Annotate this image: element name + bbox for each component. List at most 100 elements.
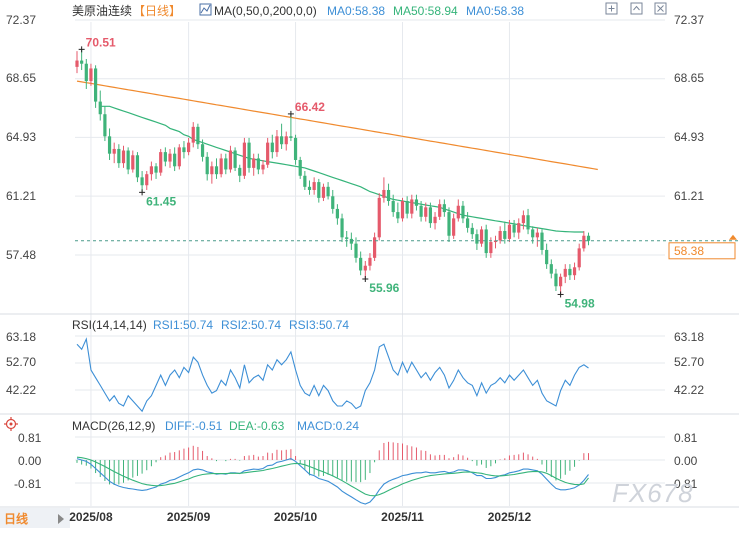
candle-body bbox=[298, 159, 302, 176]
candle bbox=[586, 232, 591, 246]
candle bbox=[396, 202, 400, 224]
ma200-line bbox=[76, 80, 598, 171]
candle bbox=[289, 113, 293, 142]
x-axis-label: 2025/09 bbox=[167, 510, 211, 524]
candle bbox=[112, 142, 116, 164]
candle bbox=[521, 210, 525, 230]
candle-body bbox=[214, 166, 219, 175]
candle bbox=[559, 273, 563, 295]
candle bbox=[535, 227, 539, 247]
dea-path bbox=[76, 456, 589, 497]
candle-body bbox=[182, 147, 186, 153]
candle bbox=[568, 264, 572, 280]
candle-body bbox=[559, 276, 563, 287]
ma0-value: MA0:58.38 bbox=[327, 4, 385, 18]
candle-body bbox=[531, 229, 535, 238]
rsi-tick-right: 42.22 bbox=[674, 383, 704, 397]
candle-body bbox=[317, 182, 321, 198]
candle bbox=[247, 137, 251, 173]
price-annotations: 70.51 61.45 66.42 55.96 54.98 bbox=[78, 35, 595, 310]
candle bbox=[228, 145, 233, 173]
candle bbox=[126, 147, 130, 175]
candle-body bbox=[135, 155, 140, 178]
candle-body bbox=[145, 174, 149, 186]
indicator-settings-icon[interactable] bbox=[199, 3, 212, 16]
candle bbox=[386, 183, 391, 206]
candle bbox=[512, 219, 516, 238]
square-plus-icon[interactable] bbox=[605, 2, 618, 15]
x-axis-label: 2025/08 bbox=[69, 510, 113, 524]
candle-body bbox=[340, 218, 344, 238]
candle bbox=[507, 219, 512, 243]
instrument-title: 美原油连续 bbox=[72, 3, 132, 18]
candle bbox=[335, 204, 339, 225]
candle bbox=[98, 90, 102, 121]
period-dropdown-icon[interactable] bbox=[58, 514, 64, 524]
candle-body bbox=[154, 166, 158, 173]
candle-body bbox=[354, 243, 358, 258]
macd-tick-left: -0.81 bbox=[14, 477, 42, 491]
macd-tick-right: 0.81 bbox=[674, 431, 698, 445]
candle-body bbox=[103, 114, 107, 137]
candle bbox=[317, 178, 321, 203]
candle bbox=[196, 123, 200, 149]
price-tick-left: 61.21 bbox=[6, 189, 36, 203]
candle bbox=[154, 163, 158, 179]
price-axis: 72.37 68.65 64.93 61.21 57.48 72.37 68.6… bbox=[6, 13, 704, 262]
candle bbox=[163, 147, 167, 167]
close-icon[interactable] bbox=[654, 2, 667, 15]
macd-value: MACD:0.24 bbox=[297, 419, 359, 433]
candle bbox=[359, 251, 363, 276]
ma50-path bbox=[100, 105, 584, 233]
price-tick-left: 72.37 bbox=[6, 13, 36, 27]
candle-body bbox=[489, 242, 493, 254]
candle-body bbox=[512, 224, 516, 233]
ma0b-value: MA0:58.38 bbox=[466, 4, 524, 18]
candle bbox=[121, 145, 126, 168]
candle-body bbox=[335, 208, 339, 219]
candle bbox=[275, 130, 279, 157]
candle bbox=[103, 106, 107, 142]
candle bbox=[89, 63, 93, 86]
rsi-tick-left: 52.70 bbox=[6, 355, 36, 369]
candle bbox=[284, 131, 288, 151]
candle bbox=[345, 231, 349, 247]
candle-body bbox=[373, 237, 377, 258]
candle-body bbox=[94, 68, 98, 102]
candle-body bbox=[359, 257, 363, 271]
candle-body bbox=[266, 142, 270, 165]
candle-body bbox=[117, 148, 121, 164]
annotation-label: 70.51 bbox=[86, 35, 116, 49]
candle-body bbox=[377, 197, 381, 238]
candle-body bbox=[405, 201, 409, 214]
candle bbox=[261, 159, 265, 175]
candle-body bbox=[466, 218, 470, 228]
candle-body bbox=[363, 265, 367, 271]
dea-value: DEA:-0.63 bbox=[229, 419, 285, 433]
candle-body bbox=[586, 235, 591, 241]
candle bbox=[233, 147, 237, 172]
macd-tick-left: 0.00 bbox=[18, 454, 42, 468]
period-label[interactable]: 【日线】 bbox=[133, 4, 181, 18]
candle-body bbox=[563, 268, 567, 277]
current-price-value: 58.38 bbox=[674, 244, 704, 258]
price-tick-left: 64.93 bbox=[6, 130, 36, 144]
candle-body bbox=[498, 231, 502, 241]
candle bbox=[433, 212, 437, 230]
collapse-icon[interactable] bbox=[630, 2, 643, 15]
candle-body bbox=[447, 212, 451, 236]
candle-body bbox=[312, 182, 316, 190]
rsi-tick-left: 42.22 bbox=[6, 383, 36, 397]
candle-body bbox=[168, 153, 172, 162]
candle-body bbox=[535, 232, 539, 238]
candle-body bbox=[442, 204, 446, 213]
macd-tick-right: -0.81 bbox=[670, 477, 698, 491]
macd-settings-icon[interactable] bbox=[4, 417, 18, 431]
period-button[interactable] bbox=[0, 508, 70, 528]
period-button-label[interactable]: 日线 bbox=[4, 511, 28, 526]
candle bbox=[224, 153, 228, 175]
ma200-path bbox=[76, 80, 598, 171]
candle bbox=[493, 235, 498, 249]
candle bbox=[210, 161, 214, 184]
